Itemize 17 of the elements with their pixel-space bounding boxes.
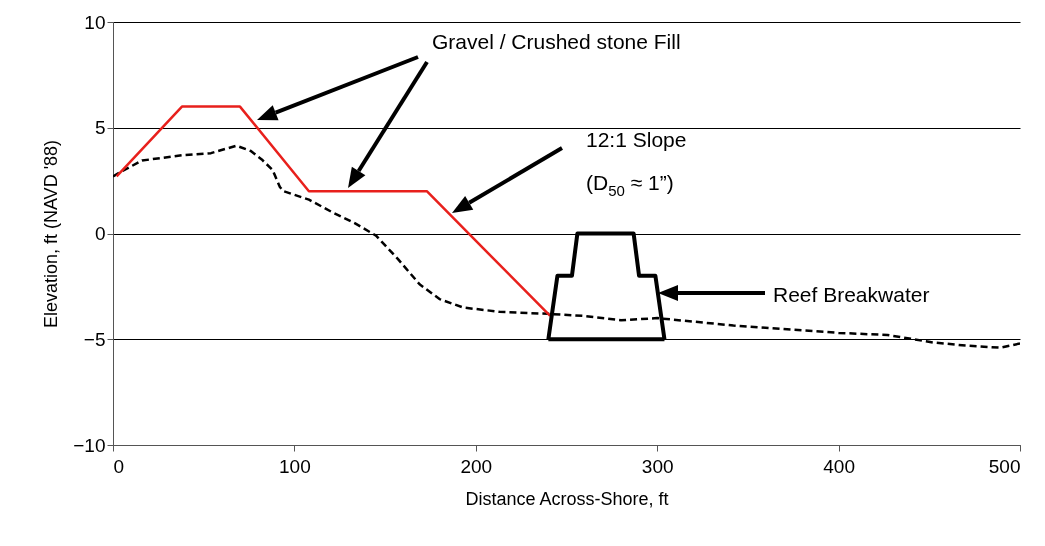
y-tick-label: 10 [84, 11, 106, 33]
x-tick-label: 500 [988, 455, 1021, 477]
y-tick-label: −5 [83, 328, 106, 350]
x-tick-label: 300 [641, 455, 674, 477]
x-tick-label: 100 [279, 455, 311, 477]
y-axis-title: Elevation, ft (NAVD '88) [41, 139, 62, 329]
annotation: 12:1 Slope [586, 128, 687, 152]
x-tick-label: 200 [460, 455, 493, 477]
y-tick-label: 0 [94, 223, 106, 244]
annotation: Gravel / Crushed stone Fill [432, 30, 681, 54]
x-axis-title: Distance Across-Shore, ft [465, 488, 669, 509]
x-tick-label: 0 [113, 455, 125, 477]
y-tick-label: −10 [73, 434, 106, 456]
y-tick-label: 5 [94, 117, 106, 139]
annotation: Reef Breakwater [773, 283, 930, 307]
x-tick-label: 400 [823, 455, 855, 477]
annotation: (D$_{50}$ ≈ 1”) [586, 171, 674, 199]
